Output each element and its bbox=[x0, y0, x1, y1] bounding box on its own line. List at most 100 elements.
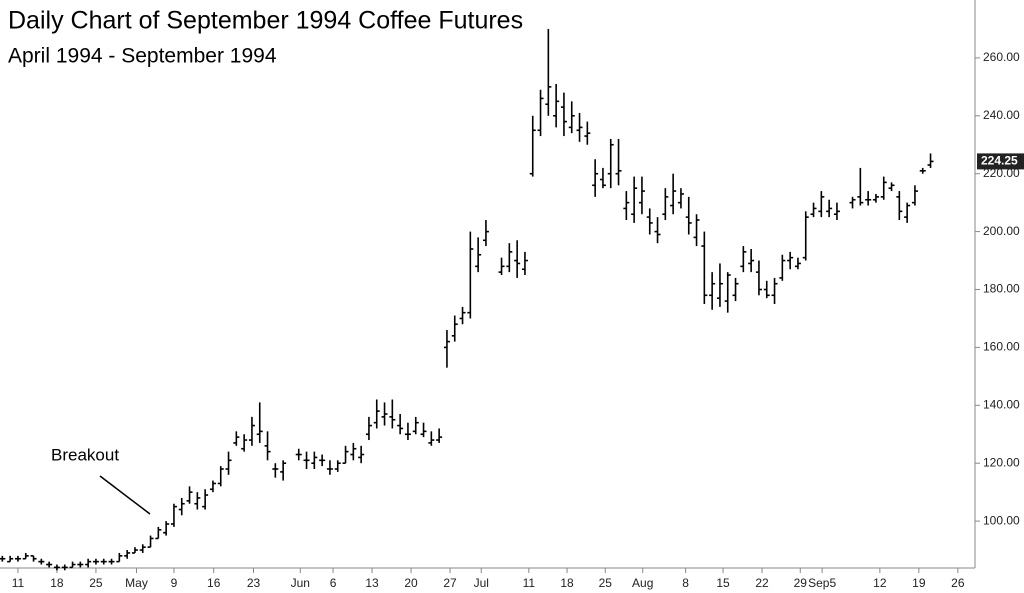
ohlc-bar bbox=[14, 555, 21, 562]
ohlc-bar bbox=[607, 138, 614, 189]
ohlc-bar bbox=[131, 547, 138, 554]
ohlc-bar bbox=[69, 561, 76, 569]
ohlc-bar bbox=[662, 188, 669, 221]
ohlc-bar bbox=[311, 451, 318, 469]
ohlc-bar bbox=[771, 277, 778, 304]
ohlc-bar bbox=[693, 214, 700, 247]
ohlc-bar bbox=[53, 564, 60, 571]
x-tick-label: 18 bbox=[560, 576, 574, 590]
ohlc-bar bbox=[685, 196, 692, 235]
ohlc-bar bbox=[670, 173, 677, 215]
x-tick-label: Jul bbox=[474, 576, 489, 590]
ohlc-bar bbox=[85, 558, 92, 568]
chart-subtitle: April 1994 - September 1994 bbox=[8, 45, 277, 68]
x-tick-label: 25 bbox=[599, 576, 613, 590]
ohlc-bar bbox=[537, 89, 544, 137]
ohlc-bar bbox=[194, 492, 201, 510]
ohlc-bar bbox=[763, 280, 770, 299]
ohlc-bar bbox=[748, 248, 755, 273]
ohlc-bar bbox=[272, 463, 279, 478]
ohlc-bar bbox=[280, 460, 287, 481]
ohlc-bar bbox=[100, 558, 107, 565]
x-tick-label: 8 bbox=[682, 576, 689, 590]
ohlc-bar bbox=[740, 246, 747, 273]
ohlc-bar bbox=[623, 191, 630, 221]
ohlc-bar bbox=[724, 272, 731, 313]
x-tick-label: 13 bbox=[365, 576, 379, 590]
ohlc-bar bbox=[428, 431, 435, 446]
ohlc-bar bbox=[209, 480, 216, 493]
y-tick-label: 200.00 bbox=[983, 224, 1020, 238]
ohlc-bar bbox=[46, 561, 53, 568]
ohlc-bar bbox=[615, 138, 622, 186]
ohlc-bar bbox=[732, 277, 739, 302]
annotation: Breakout bbox=[51, 445, 119, 464]
x-tick-label: 12 bbox=[873, 576, 887, 590]
ohlc-bar bbox=[397, 413, 404, 435]
y-tick-label: 120.00 bbox=[983, 455, 1020, 469]
x-tick-label: 18 bbox=[50, 576, 64, 590]
ohlc-bar bbox=[904, 202, 911, 223]
ohlc-bar bbox=[584, 121, 591, 145]
x-tick-label: 15 bbox=[716, 576, 730, 590]
ohlc-bar bbox=[443, 330, 450, 368]
chart-title: Daily Chart of September 1994 Coffee Fut… bbox=[8, 7, 523, 35]
ohlc-bar bbox=[155, 526, 162, 540]
annotation-line bbox=[99, 475, 151, 515]
ohlc-bar bbox=[849, 196, 856, 209]
ohlc-bar bbox=[802, 211, 809, 261]
y-tick-label: 180.00 bbox=[983, 282, 1020, 296]
x-tick-label: 23 bbox=[247, 576, 261, 590]
ohlc-bar bbox=[381, 402, 388, 426]
ohlc-bar bbox=[373, 399, 380, 429]
ohlc-bar bbox=[888, 182, 895, 192]
ohlc-bar bbox=[451, 315, 458, 342]
ohlc-bar bbox=[147, 535, 154, 548]
ohlc-bar bbox=[553, 83, 560, 128]
ohlc-bar bbox=[927, 153, 934, 168]
ohlc-bar bbox=[810, 202, 817, 218]
ohlc-bar bbox=[256, 402, 263, 443]
ohlc-bar bbox=[319, 454, 326, 467]
ohlc-bar bbox=[334, 460, 341, 472]
ohlc-bar bbox=[295, 448, 302, 461]
ohlc-bar bbox=[412, 416, 419, 435]
ohlc-bar bbox=[350, 442, 357, 461]
ohlc-bar bbox=[225, 451, 232, 475]
ohlc-bar bbox=[818, 191, 825, 218]
x-tick-label: 29 bbox=[794, 576, 808, 590]
ohlc-bar bbox=[865, 191, 872, 206]
ohlc-bar bbox=[217, 466, 224, 487]
x-tick-label: 11 bbox=[523, 576, 536, 590]
ohlc-bar bbox=[248, 416, 255, 446]
ohlc-bar bbox=[170, 503, 177, 527]
ohlc-bar bbox=[521, 251, 528, 276]
ohlc-bar bbox=[826, 199, 833, 218]
ohlc-bar bbox=[787, 251, 794, 270]
ohlc-bar bbox=[0, 555, 6, 562]
ohlc-bar bbox=[755, 260, 762, 296]
ohlc-bar bbox=[779, 254, 786, 281]
ohlc-bar bbox=[599, 167, 606, 189]
x-tick-label: 6 bbox=[330, 576, 337, 590]
ohlc-bar bbox=[654, 217, 661, 244]
ohlc-bar bbox=[467, 231, 474, 319]
ohlc-bar bbox=[22, 552, 29, 560]
ohlc-bar bbox=[241, 434, 248, 452]
ohlc-bar bbox=[186, 486, 193, 504]
x-tick-label: Jun bbox=[291, 576, 310, 590]
x-tick-label: 20 bbox=[404, 576, 418, 590]
ohlc-bar bbox=[30, 555, 37, 562]
ohlc-bar bbox=[303, 451, 310, 469]
ohlc-bar bbox=[139, 544, 146, 553]
ohlc-bar bbox=[560, 92, 567, 137]
ohlc-bar bbox=[911, 185, 918, 206]
ohlc-bar bbox=[475, 237, 482, 273]
ohlc-bar bbox=[482, 220, 489, 247]
ohlc-bar bbox=[709, 272, 716, 310]
ohlc-bar bbox=[178, 497, 185, 516]
y-tick-label: 160.00 bbox=[983, 340, 1020, 354]
ohlc-bar bbox=[896, 191, 903, 221]
